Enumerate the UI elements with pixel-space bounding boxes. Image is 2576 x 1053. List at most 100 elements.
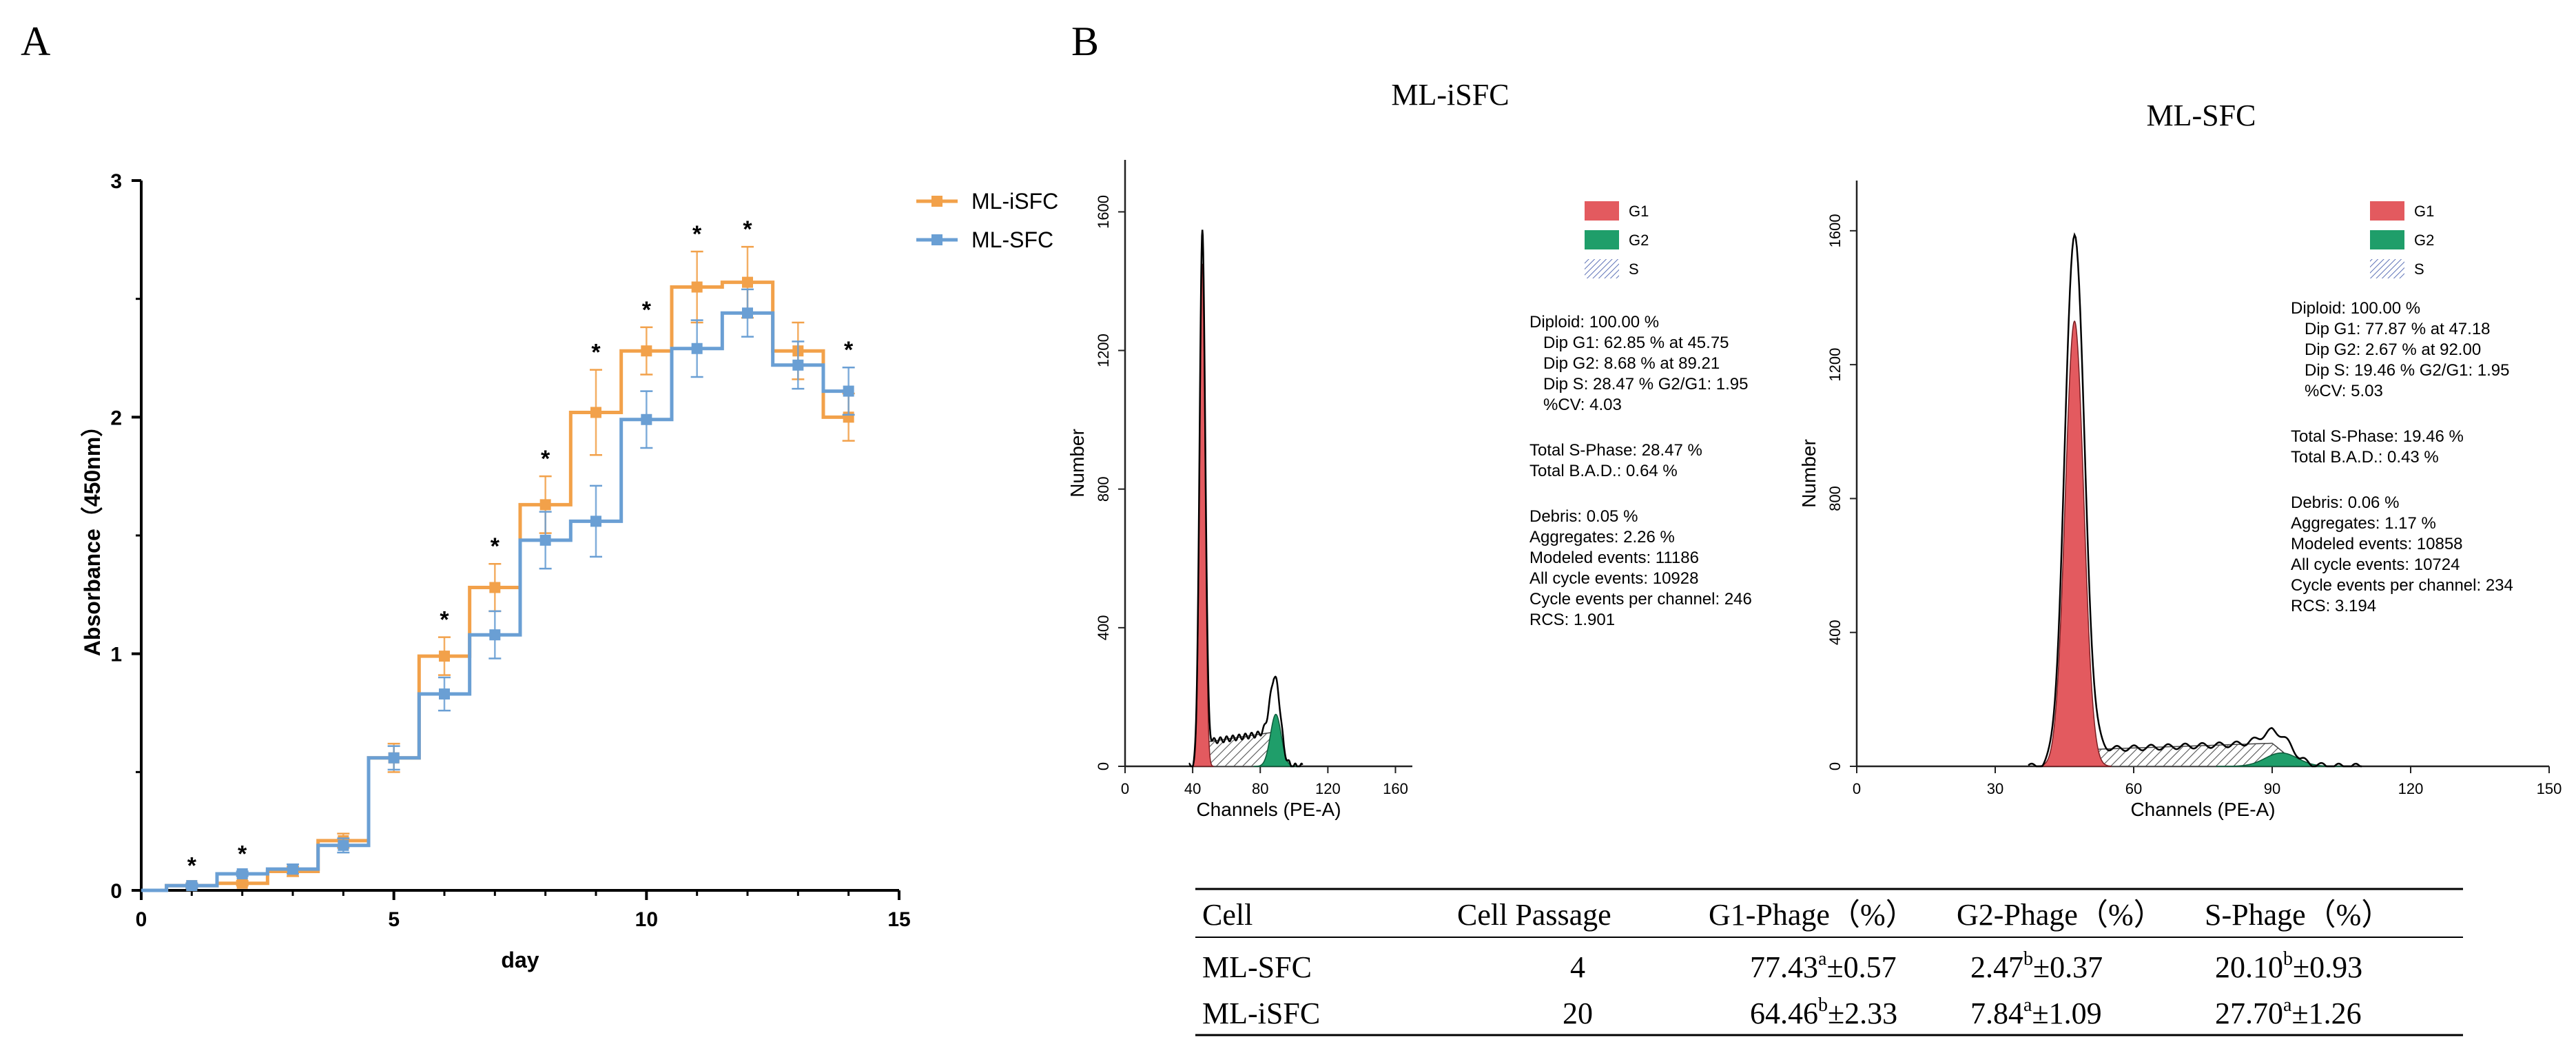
legend-label: ML-SFC: [971, 227, 1053, 252]
data-point: [489, 629, 501, 641]
cell-superscript: a: [2023, 994, 2032, 1016]
table-cell-s: 27.70a±1.26: [2215, 994, 2362, 1030]
stats-line: All cycle events: 10724: [2291, 555, 2460, 574]
significance-star: *: [491, 533, 500, 560]
table-row: ML-iSFC 20 64.46b±2.33 7.84a±1.09 27.70a±1.2…: [1202, 994, 2362, 1030]
legend-swatch: [1585, 230, 1619, 249]
table-cell-name: ML-SFC: [1202, 950, 1312, 984]
table-header-cell: Cell: [1202, 898, 1253, 932]
stats-line: Total S-Phase: 28.47 %: [1529, 441, 1702, 460]
stats-line: Aggregates: 2.26 %: [1529, 528, 1675, 546]
table-cell-g2: 7.84a±1.09: [1970, 994, 2102, 1030]
y-tick-label: 400: [1826, 620, 1844, 645]
data-point: [539, 499, 551, 511]
table-header-cell: S-Phage（%）: [2205, 898, 2391, 932]
stats-line: Aggregates: 1.17 %: [2291, 514, 2436, 533]
series-ml-sfc: [141, 288, 855, 892]
significance-star: *: [642, 297, 652, 323]
table-cell-g1: 64.46b±2.33: [1750, 994, 1897, 1030]
data-point: [742, 276, 753, 288]
cell-error: ±1.26: [2291, 996, 2361, 1030]
significance-star: *: [187, 853, 197, 879]
stats-line: All cycle events: 10928: [1529, 569, 1698, 588]
legend-label: G2: [1629, 232, 1649, 249]
stats-line: Debris: 0.06 %: [2291, 493, 2399, 512]
y-tick-label: 1600: [1095, 195, 1112, 229]
y-axis-label: Number: [1798, 439, 1820, 508]
table-cell-g2: 2.47b±0.37: [1970, 948, 2103, 984]
cell-value: 27.70: [2215, 996, 2283, 1030]
table-header-cell: G1-Phage（%）: [1709, 898, 1916, 932]
stats-line: Dip G2: 8.68 % at 89.21: [1543, 354, 1720, 373]
table-cell-passage: 4: [1570, 950, 1585, 984]
panel-a-label: A: [21, 19, 50, 64]
table-header-cell: G2-Phage（%）: [1957, 898, 2164, 932]
stats-line: Dip G2: 2.67 % at 92.00: [2305, 340, 2481, 359]
histogram-ml-sfc: ML-SFC 0 400 800 1200 1600 0 30 60 90 120 150 Channe…: [1798, 99, 2562, 820]
cell-superscript: b: [1818, 994, 1828, 1016]
significance-star: *: [440, 607, 449, 633]
legend-swatch: [1585, 259, 1619, 278]
x-tick-label: 0: [1853, 780, 1861, 797]
x-tick-label: 0: [136, 908, 147, 931]
legend-label: S: [2414, 260, 2424, 278]
stats-line: %CV: 5.03: [2305, 382, 2383, 400]
cell-error: ±0.93: [2293, 950, 2362, 984]
y-tick-label: 0: [1826, 762, 1844, 770]
x-tick-label: 120: [1315, 780, 1341, 797]
stats-line: Cycle events per channel: 234: [2291, 576, 2513, 595]
series-ml-isfc: [141, 245, 855, 892]
data-point: [388, 752, 400, 764]
data-point: [439, 688, 450, 700]
table-cell-g1: 77.43a±0.57: [1750, 948, 1897, 984]
histogram-title: ML-iSFC: [1391, 78, 1509, 112]
cell-error: ±0.57: [1826, 950, 1896, 984]
legend-label: G1: [1629, 203, 1649, 220]
legend-item-g1: G1: [1585, 201, 1649, 221]
cell-error: ±0.37: [2033, 950, 2103, 984]
data-point: [439, 651, 450, 662]
x-tick-label: 40: [1184, 780, 1201, 797]
cell-superscript: b: [2023, 948, 2033, 970]
legend-item-g2: G2: [2370, 230, 2434, 249]
y-tick-label: 1600: [1826, 214, 1844, 247]
significance-star: *: [844, 337, 854, 363]
y-tick-label: 2: [110, 407, 122, 429]
stats-line: Dip G1: 62.85 % at 45.75: [1543, 334, 1729, 352]
data-point: [691, 281, 703, 293]
y-tick-label: 1200: [1095, 334, 1112, 367]
data-point: [236, 868, 248, 879]
stats-line: Modeled events: 10858: [2291, 535, 2463, 553]
y-tick-label: 0: [110, 880, 122, 903]
data-point: [590, 515, 601, 527]
cell-superscript: a: [1818, 948, 1827, 970]
x-tick-label: 150: [2537, 780, 2562, 797]
data-point: [843, 385, 854, 397]
data-point: [641, 413, 652, 425]
g1-peak: [1191, 263, 1215, 767]
y-tick-label: 800: [1095, 476, 1112, 502]
x-tick-label: 15: [887, 908, 910, 931]
growth-legend: ML-iSFC ML-SFC: [916, 189, 1058, 252]
table-row: ML-SFC 4 77.43a±0.57 2.47b±0.37 20.10b±0.93: [1202, 948, 2362, 984]
histogram-outline: [2028, 232, 2362, 768]
cell-superscript: a: [2283, 994, 2292, 1016]
stats-line: Total B.A.D.: 0.43 %: [2291, 448, 2439, 467]
legend-item-ml-isfc: ML-iSFC: [916, 189, 1058, 214]
x-tick-label: 80: [1252, 780, 1268, 797]
x-axis-label: day: [501, 948, 539, 972]
stats-line: Modeled events: 11186: [1529, 549, 1699, 567]
stats-line: Cycle events per channel: 246: [1529, 590, 1752, 609]
y-tick-label: 1200: [1826, 348, 1844, 382]
x-tick-label: 0: [1121, 780, 1129, 797]
data-point: [590, 407, 601, 418]
table-cell-passage: 20: [1563, 996, 1593, 1030]
x-tick-label: 10: [635, 908, 658, 931]
data-point: [287, 863, 298, 875]
legend-label: ML-iSFC: [971, 189, 1058, 214]
stats-line: Diploid: 100.00 %: [2291, 299, 2420, 318]
legend-swatch: [2370, 201, 2404, 221]
legend-swatch: [2370, 230, 2404, 249]
stats-line: RCS: 3.194: [2291, 597, 2376, 615]
